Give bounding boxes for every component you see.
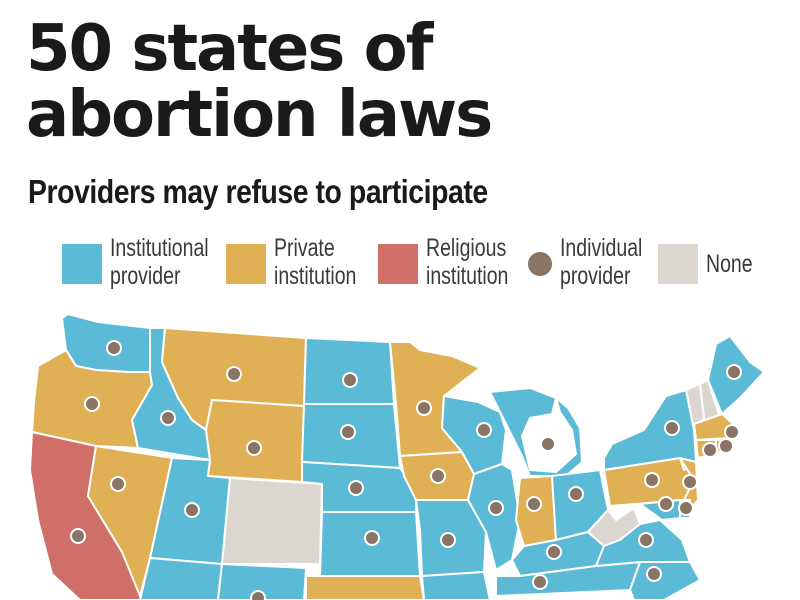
map-title: 50 states of abortion laws [26,16,493,148]
individual-provider-marker-sd [340,424,356,440]
individual-provider-marker-wy [246,440,262,456]
legend: Institutional provider Private instituti… [0,234,800,294]
markers-layer [70,340,742,600]
individual-provider-marker-nd [342,372,358,388]
legend-swatch-institutional [62,244,102,284]
legend-swatch-religious [378,244,418,284]
legend-dot-individual [528,252,552,276]
legend-label-private: Private institution [274,234,357,290]
individual-provider-marker-nv [110,476,126,492]
states-layer [29,313,765,600]
individual-provider-marker-va [638,532,654,548]
individual-provider-marker-ks [364,530,380,546]
individual-provider-marker-ma [724,424,740,440]
individual-provider-marker-in [526,496,542,512]
individual-provider-marker-ut [184,502,200,518]
map-subtitle: Providers may refuse to participate [28,173,488,210]
state-nd [303,337,395,405]
individual-provider-marker-mt [226,366,242,382]
state-nm [217,563,307,600]
individual-provider-marker-ca [70,528,86,544]
individual-provider-marker-id [160,410,176,426]
individual-provider-marker-ne [348,480,364,496]
state-ar [421,571,491,600]
individual-provider-marker-nm [250,590,266,600]
legend-swatch-none [658,244,698,284]
individual-provider-marker-mi [540,436,556,452]
legend-label-individual: Individual provider [560,234,643,290]
individual-provider-marker-mo [440,532,456,548]
title-line-2: abortion laws [26,78,493,152]
individual-provider-marker-ct [702,442,718,458]
individual-provider-marker-de [678,500,694,516]
individual-provider-marker-mn [416,400,432,416]
individual-provider-marker-ri [718,438,734,454]
state-co [221,477,323,565]
individual-provider-marker-pa [644,472,660,488]
legend-label-none: None [706,250,753,278]
individual-provider-marker-ny [664,420,680,436]
individual-provider-marker-or [84,396,100,412]
individual-provider-marker-ky [546,544,562,560]
individual-provider-marker-oh [568,486,584,502]
title-line-1: 50 states of [26,12,433,86]
legend-label-institutional: Institutional provider [110,234,209,290]
state-nc [629,561,701,600]
state-ok [305,575,425,600]
individual-provider-marker-wa [106,340,122,356]
individual-provider-marker-ia [430,468,446,484]
individual-provider-marker-tn [532,574,548,590]
legend-swatch-private [226,244,266,284]
state-az [139,557,223,600]
individual-provider-marker-md [658,496,674,512]
individual-provider-marker-nc [646,566,662,582]
individual-provider-marker-me [726,364,742,380]
individual-provider-marker-nj [682,474,698,490]
individual-provider-marker-wi [476,422,492,438]
us-map [29,313,765,600]
legend-label-religious: Religious institution [426,234,509,290]
individual-provider-marker-il [488,500,504,516]
